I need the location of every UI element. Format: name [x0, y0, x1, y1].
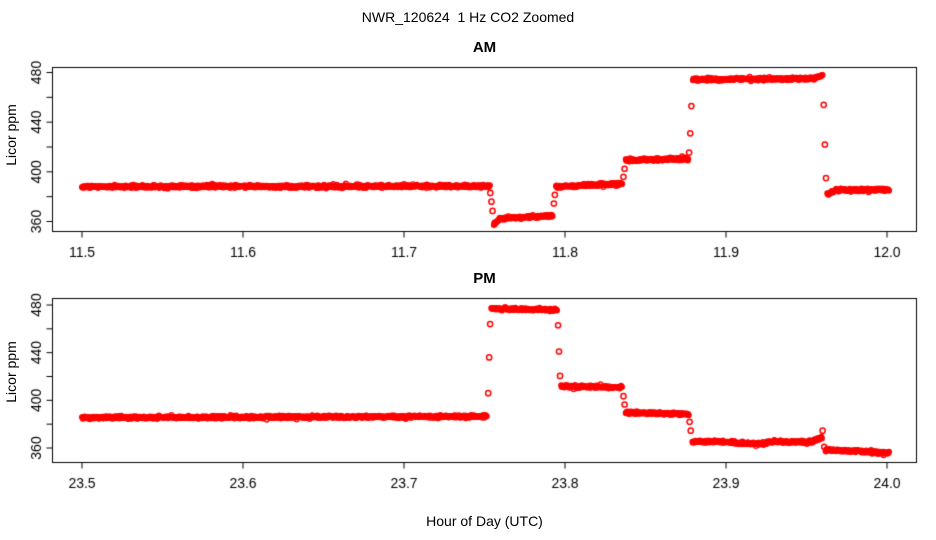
pm-panel-title: PM — [473, 270, 496, 287]
am-panel-title: AM — [472, 39, 497, 56]
x-axis-label: Hour of Day (UTC) — [426, 513, 543, 529]
plot-main-title: NWR_120624 1 Hz CO2 Zoomed — [361, 9, 575, 25]
pm-y-axis-label: Licor ppm — [3, 341, 19, 403]
am-y-axis-label: Licor ppm — [3, 104, 19, 166]
